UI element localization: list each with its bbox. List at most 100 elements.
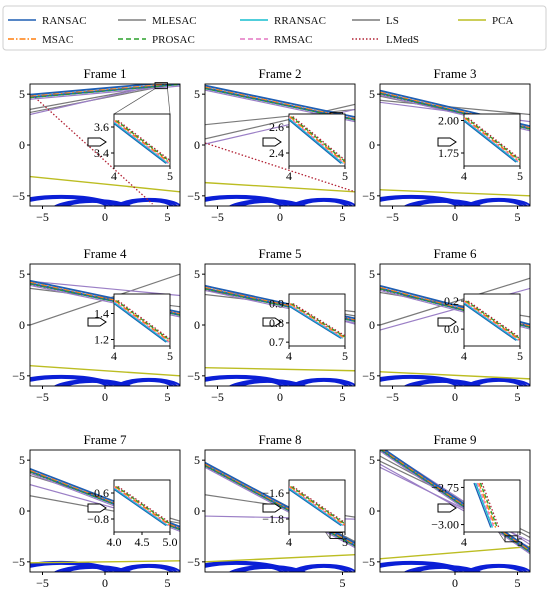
point-cluster [205,561,289,572]
inset-plot [473,482,500,528]
x-tick-label: 5 [340,210,346,224]
y-tick-label: 5 [194,267,200,281]
panel-frame-3: Frame 3 −5 0 5 5 0 −5 2.00 1.754 5 [362,66,531,224]
msac-line [30,84,175,97]
inset-fit-line [464,301,518,341]
x-tick-label: 0 [102,210,108,224]
panel-title: Frame 6 [434,246,477,261]
point-cluster [62,380,123,386]
panel-frame-8: Frame 8 5 5 0 −5 −1.8 −1.6 4 5 [187,432,356,590]
y-tick-label: 0 [194,504,200,518]
point-cluster [119,564,179,572]
y-tick-label: 0 [19,504,25,518]
inset-y-tick-label: −0.6 [87,486,109,500]
inset-fit-line [464,120,517,163]
inset-plot [114,299,170,343]
panel-frame-9: Frame 9 0 5 5 0 −5 −3.00 −2.75 4 5 [362,432,531,590]
y-tick-label: 5 [194,453,200,467]
pointer-arrow-icon [262,317,282,327]
inset-fit-line [474,482,494,528]
y-tick-label: 0 [194,138,200,152]
point-cluster [237,200,298,206]
point-cluster [469,198,529,206]
point-cluster [465,563,530,572]
pointer-arrow-icon [262,137,282,147]
x-tick-label: 0 [277,210,283,224]
point-cluster [119,378,179,386]
x-tick-label: 5 [515,210,521,224]
point-cluster [472,199,525,206]
point-cluster [205,196,285,206]
y-tick-label: 5 [369,267,375,281]
inset-x-tick-label: 4 [111,169,117,183]
inset-fit-line [114,488,167,527]
y-tick-label: 0 [19,138,25,152]
inset-axes: 2.6 2.44 5 [269,113,348,183]
panel-title: Frame 8 [259,432,302,447]
x-tick-label: 0 [277,390,283,404]
point-cluster [380,375,464,386]
inset-fit-line [289,303,345,339]
inset-x-tick-label: 5 [342,535,348,549]
pca-line [205,367,355,372]
point-cluster [412,200,473,206]
y-tick-label: 0 [194,318,200,332]
point-cluster [297,379,350,386]
y-tick-label: 0 [19,318,25,332]
inset-axes: −0.8 −0.6 4.0 4.5 5.0 [87,479,178,549]
panel-frame-2: Frame 2 −5 0 5 5 0 −5 2.6 2.44 5 [187,66,356,224]
x-tick-label: −5 [211,390,224,404]
inset-fit-line [467,117,520,160]
panel-frame-5: Frame 5 −5 0 5 5 0 −5 0.9 0.8 0.74 5 [187,246,356,404]
legend: RANSAC MLESAC RRANSAC LS PCA MSAC PROSAC RMSAC L… [2,5,547,51]
panel-title: Frame 4 [84,246,127,261]
point-cluster [380,374,468,386]
y-tick-label: −5 [12,189,25,203]
point-cluster [237,380,298,386]
inset-axes: 2.00 1.754 5 [438,114,523,184]
x-tick-label: −5 [36,210,49,224]
inset-fit-line [467,300,520,339]
legend-label-rmsac: RMSAC [274,34,313,46]
ransac-line [205,84,355,118]
x-tick-label: 5 [515,390,521,404]
panel-frame-6: Frame 6 −5 0 5 5 0 −5 0.2 0.04 5 [362,246,531,404]
inset-frame [113,479,171,533]
y-tick-label: 5 [369,87,375,101]
y-tick-label: 0 [369,318,375,332]
legend-label-rransac: RRANSAC [274,15,326,27]
inset-frame [463,479,521,533]
inset-frame [463,293,521,347]
inset-fit-line [114,299,170,343]
point-cluster [472,379,525,386]
panel-frame-4: Frame 4 −5 0 5 5 0 −5 1.4 1.24 5 [12,246,181,404]
inset-frame [288,479,346,533]
inset-fit-line [114,121,168,164]
panel-title: Frame 9 [434,432,477,447]
panel-title: Frame 1 [84,66,127,81]
y-tick-label: 0 [369,138,375,152]
point-cluster [119,198,179,206]
inset-connector [113,88,156,115]
inset-fit-line [291,303,345,338]
inset-y-tick-label: 0.0 [444,322,459,336]
panel-title: Frame 3 [434,66,477,81]
inset-fit-line [116,485,170,525]
point-cluster [30,196,110,206]
inset-plot [114,119,170,164]
inset-fit-line [289,116,345,164]
inset-plot [464,117,520,163]
point-cluster [205,374,293,386]
inset-y-tick-label: 0.7 [269,335,284,349]
x-tick-label: 5 [165,210,171,224]
inset-y-tick-label: 3.4 [94,146,109,160]
inset-y-tick-label: −1.8 [262,512,284,526]
point-cluster [472,565,525,572]
y-tick-label: −5 [187,189,200,203]
inset-fit-line [464,303,517,341]
y-tick-label: −5 [12,555,25,569]
plot-area [30,84,180,206]
pca-line [380,371,530,380]
pointer-arrow-icon [437,317,457,327]
inset-fit-line [292,485,345,524]
